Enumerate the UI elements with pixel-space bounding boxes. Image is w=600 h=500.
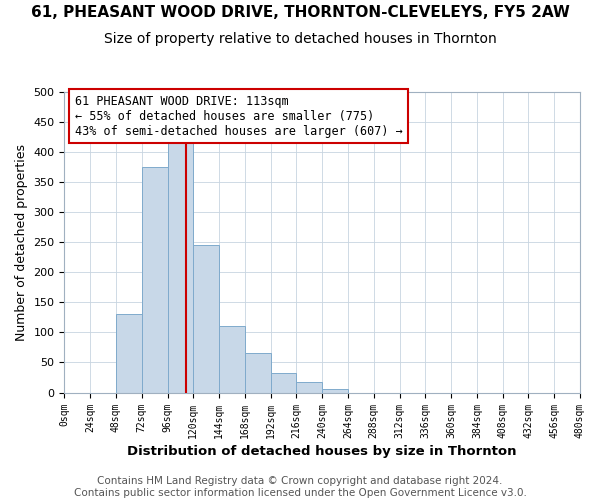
Bar: [142, 167, 167, 392]
Text: Size of property relative to detached houses in Thornton: Size of property relative to detached ho…: [104, 32, 496, 46]
Bar: [167, 142, 193, 392]
X-axis label: Distribution of detached houses by size in Thornton: Distribution of detached houses by size …: [127, 444, 517, 458]
Bar: [271, 374, 296, 392]
Bar: [322, 389, 348, 392]
Bar: [193, 245, 219, 392]
Bar: [116, 314, 142, 392]
Text: 61 PHEASANT WOOD DRIVE: 113sqm
← 55% of detached houses are smaller (775)
43% of: 61 PHEASANT WOOD DRIVE: 113sqm ← 55% of …: [75, 94, 403, 138]
Y-axis label: Number of detached properties: Number of detached properties: [15, 144, 28, 340]
Bar: [296, 382, 322, 392]
Text: 61, PHEASANT WOOD DRIVE, THORNTON-CLEVELEYS, FY5 2AW: 61, PHEASANT WOOD DRIVE, THORNTON-CLEVEL…: [31, 5, 569, 20]
Text: Contains HM Land Registry data © Crown copyright and database right 2024.
Contai: Contains HM Land Registry data © Crown c…: [74, 476, 526, 498]
Bar: [245, 354, 271, 393]
Bar: [219, 326, 245, 392]
